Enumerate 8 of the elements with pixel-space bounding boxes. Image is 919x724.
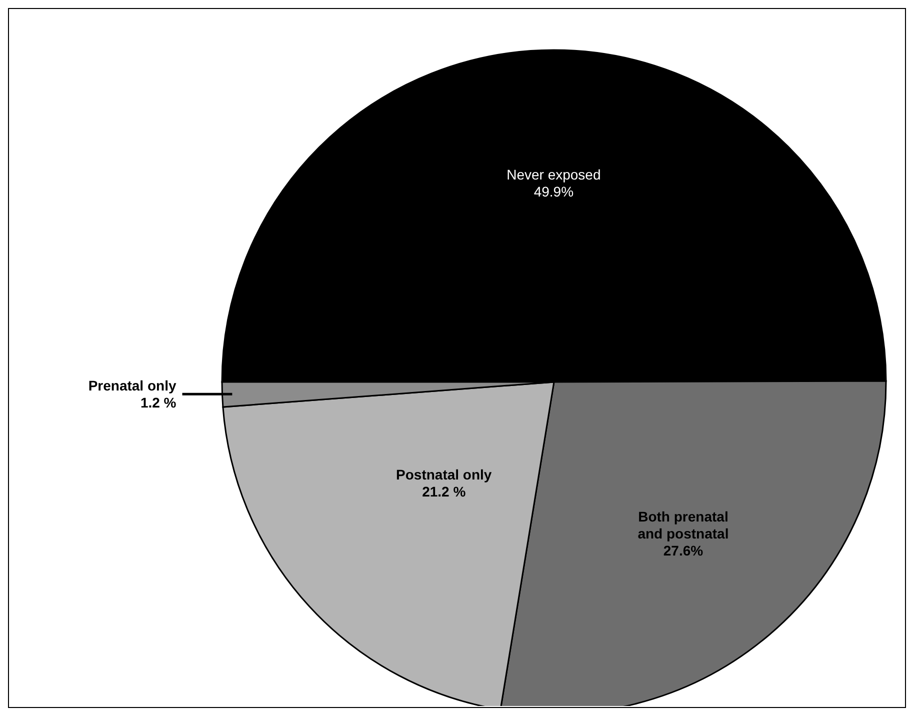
- slice-label: Never exposed: [506, 166, 601, 182]
- slice-label: Prenatal only: [88, 378, 176, 394]
- slice-label: Both prenatal and postnatal: [638, 508, 729, 542]
- data-label: 21.2 %: [422, 483, 466, 500]
- data-label: 27.6%: [663, 542, 704, 559]
- data-label: 49.9%: [534, 183, 574, 200]
- data-label: 1.2 %: [140, 394, 177, 411]
- slice-label: Postnatal only: [396, 466, 492, 482]
